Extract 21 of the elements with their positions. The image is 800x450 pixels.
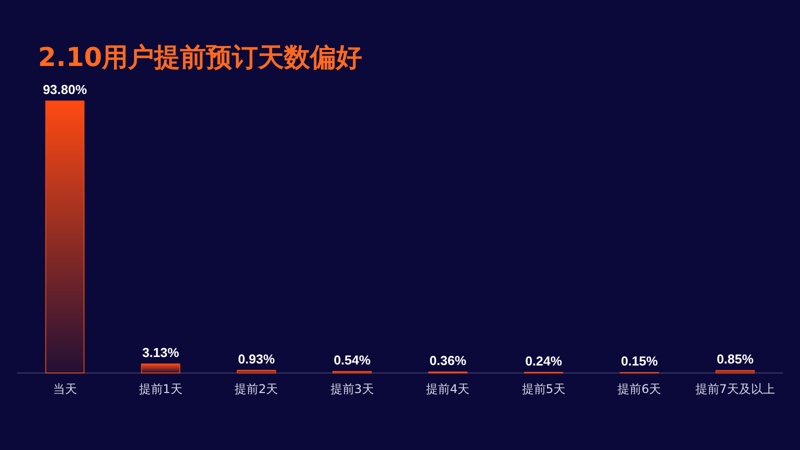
- data-label: 93.80%: [42, 82, 88, 97]
- bar: [716, 370, 755, 374]
- bar: [141, 364, 180, 374]
- data-label: 0.93%: [238, 351, 276, 366]
- bar: [236, 370, 276, 374]
- x-tick-label: 提前6天: [618, 382, 662, 396]
- x-tick-label: 提前7天及以上: [695, 382, 775, 396]
- x-tick-label: 当天: [52, 382, 77, 396]
- data-label: 0.15%: [620, 354, 658, 369]
- bar: [45, 100, 84, 374]
- data-label: 0.85%: [716, 352, 754, 367]
- data-label: 0.54%: [334, 352, 371, 368]
- x-tick-label: 提前1天: [138, 382, 182, 396]
- data-label: 3.13%: [142, 344, 180, 360]
- data-label: 0.24%: [525, 353, 562, 368]
- x-tick-label: 提前5天: [522, 382, 566, 396]
- x-tick-label: 提前2天: [234, 382, 278, 396]
- chart-title: 2.10用户提前预订天数偏好: [38, 43, 362, 73]
- data-label: 0.36%: [429, 352, 467, 368]
- x-tick-label: 提前3天: [330, 382, 374, 396]
- x-tick-label: 提前4天: [426, 382, 470, 396]
